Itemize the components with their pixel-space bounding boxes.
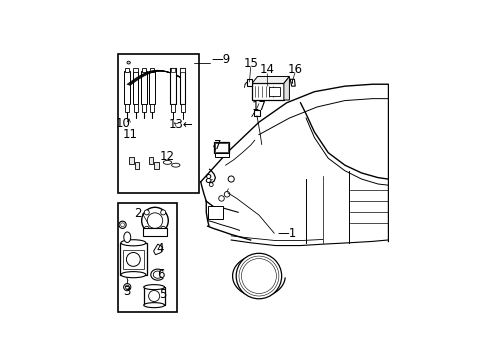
Bar (143, 228, 166, 236)
Circle shape (228, 176, 234, 182)
Ellipse shape (163, 161, 171, 164)
Text: 3: 3 (123, 285, 131, 298)
Bar (170, 68, 175, 104)
Circle shape (144, 226, 149, 231)
Polygon shape (153, 244, 163, 255)
Bar (142, 68, 146, 72)
Circle shape (243, 261, 274, 291)
Bar (143, 287, 164, 305)
Bar (117, 203, 177, 312)
Bar (149, 71, 155, 104)
Bar (133, 68, 138, 72)
Circle shape (125, 285, 129, 289)
Text: 12: 12 (160, 150, 175, 163)
Bar (251, 84, 284, 100)
Circle shape (241, 258, 276, 293)
Circle shape (209, 183, 213, 186)
Bar (207, 206, 223, 219)
Bar (142, 104, 145, 112)
Ellipse shape (171, 163, 180, 167)
Bar (117, 54, 199, 193)
Bar (148, 157, 153, 164)
Bar (125, 104, 129, 112)
Bar (133, 71, 138, 104)
Text: 17: 17 (251, 100, 266, 113)
Bar (180, 68, 184, 72)
Ellipse shape (143, 285, 164, 290)
Text: 7: 7 (213, 139, 221, 152)
Circle shape (123, 284, 131, 291)
Ellipse shape (123, 232, 130, 243)
Circle shape (148, 291, 160, 302)
Bar (268, 87, 279, 96)
Text: 4: 4 (157, 242, 164, 255)
Text: —1: —1 (276, 226, 296, 240)
Circle shape (236, 253, 281, 299)
Polygon shape (251, 76, 289, 84)
Bar (253, 110, 260, 116)
Ellipse shape (121, 240, 145, 246)
Bar (214, 143, 229, 153)
Circle shape (239, 256, 278, 296)
Polygon shape (290, 79, 295, 86)
Circle shape (253, 270, 264, 282)
Polygon shape (284, 76, 289, 100)
Bar (129, 157, 133, 164)
Ellipse shape (121, 271, 145, 278)
Circle shape (147, 213, 163, 228)
Text: 15: 15 (243, 58, 258, 71)
Text: 14: 14 (259, 63, 274, 76)
Circle shape (218, 196, 224, 201)
Bar (133, 104, 137, 112)
Circle shape (119, 221, 126, 228)
Bar (171, 104, 175, 112)
Text: 8: 8 (203, 172, 211, 185)
Bar (170, 68, 175, 72)
Bar (124, 71, 130, 104)
Bar (246, 79, 251, 86)
Text: 13←: 13← (168, 118, 193, 131)
Circle shape (121, 223, 124, 227)
Bar (180, 68, 185, 104)
Ellipse shape (143, 303, 164, 308)
Bar (150, 68, 154, 72)
Circle shape (126, 252, 140, 266)
Circle shape (224, 192, 229, 197)
Circle shape (142, 207, 168, 234)
Bar (122, 250, 144, 269)
Circle shape (161, 210, 165, 215)
Circle shape (161, 226, 165, 231)
Text: 11: 11 (122, 128, 137, 141)
Text: 16: 16 (287, 63, 302, 76)
Bar (214, 143, 228, 152)
Ellipse shape (127, 61, 130, 64)
Text: —9: —9 (211, 53, 231, 66)
Bar (181, 104, 184, 112)
Bar (214, 153, 228, 157)
Bar (135, 162, 139, 169)
Bar (154, 162, 158, 169)
Bar (125, 68, 129, 72)
Text: 10: 10 (116, 117, 130, 130)
Bar (141, 71, 146, 104)
Text: 5: 5 (159, 288, 166, 301)
Circle shape (144, 210, 149, 215)
Bar (120, 243, 146, 275)
Text: 2: 2 (134, 207, 142, 220)
Bar (150, 104, 154, 112)
Text: 6: 6 (157, 268, 164, 281)
